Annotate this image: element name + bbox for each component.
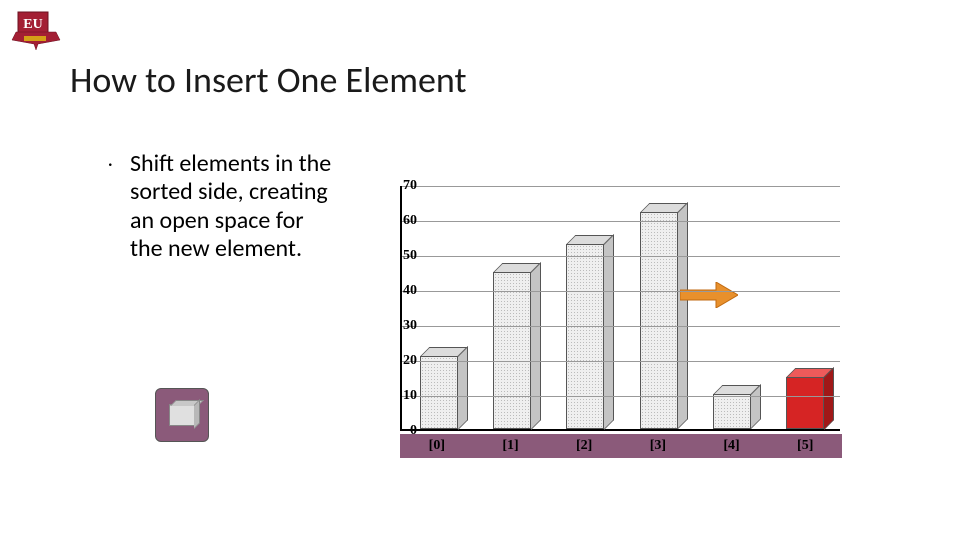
bar-side xyxy=(604,234,614,430)
chart-ytick-label: 0 xyxy=(387,423,417,439)
chart-ytick-label: 60 xyxy=(387,213,417,229)
bar-side xyxy=(824,367,834,430)
chart-xtick-label: [3] xyxy=(621,434,695,458)
chart-x-axis: [0][1][2][3][4][5] xyxy=(400,434,842,458)
chart-bar xyxy=(713,394,751,429)
svg-text:EU: EU xyxy=(23,17,42,32)
shift-arrow-icon xyxy=(680,282,738,313)
bar-front xyxy=(713,394,751,429)
bar-side xyxy=(531,262,541,430)
chart-plot-area xyxy=(400,186,840,431)
chart-gridline xyxy=(402,326,840,327)
element-cube-box xyxy=(155,388,209,442)
bar-front xyxy=(493,272,531,430)
chart-ytick-label: 20 xyxy=(387,353,417,369)
eu-logo: EU xyxy=(10,10,62,58)
chart-bars xyxy=(402,186,840,429)
bullet-text: · Shift elements in the sorted side, cre… xyxy=(130,150,335,263)
bar-front xyxy=(786,377,824,430)
bar-side xyxy=(678,202,688,429)
chart-gridline xyxy=(402,291,840,292)
chart-ytick-label: 50 xyxy=(387,248,417,264)
bullet-content: Shift elements in the sorted side, creat… xyxy=(130,149,331,263)
chart-ytick-label: 10 xyxy=(387,388,417,404)
bullet-icon: · xyxy=(108,154,113,175)
bar-front xyxy=(566,244,604,430)
chart-ytick-label: 40 xyxy=(387,283,417,299)
chart-ytick-label: 30 xyxy=(387,318,417,334)
chart-xtick-label: [5] xyxy=(768,434,842,458)
chart-xtick-label: [2] xyxy=(547,434,621,458)
chart-gridline xyxy=(402,361,840,362)
bar-chart: [0][1][2][3][4][5] 010203040506070 xyxy=(365,186,865,466)
chart-bar xyxy=(493,272,531,430)
chart-gridline xyxy=(402,256,840,257)
chart-xtick-label: [1] xyxy=(474,434,548,458)
chart-gridline xyxy=(402,396,840,397)
chart-gridline xyxy=(402,186,840,187)
bar-front xyxy=(420,356,458,430)
chart-bar xyxy=(420,356,458,430)
chart-gridline xyxy=(402,221,840,222)
page-title: How to Insert One Element xyxy=(70,58,467,102)
chart-bar xyxy=(566,244,604,430)
chart-ytick-label: 70 xyxy=(387,178,417,194)
bar-side xyxy=(751,384,761,429)
element-cube-icon xyxy=(169,404,195,426)
bar-side xyxy=(458,346,468,430)
chart-bar xyxy=(786,377,824,430)
chart-xtick-label: [4] xyxy=(695,434,769,458)
